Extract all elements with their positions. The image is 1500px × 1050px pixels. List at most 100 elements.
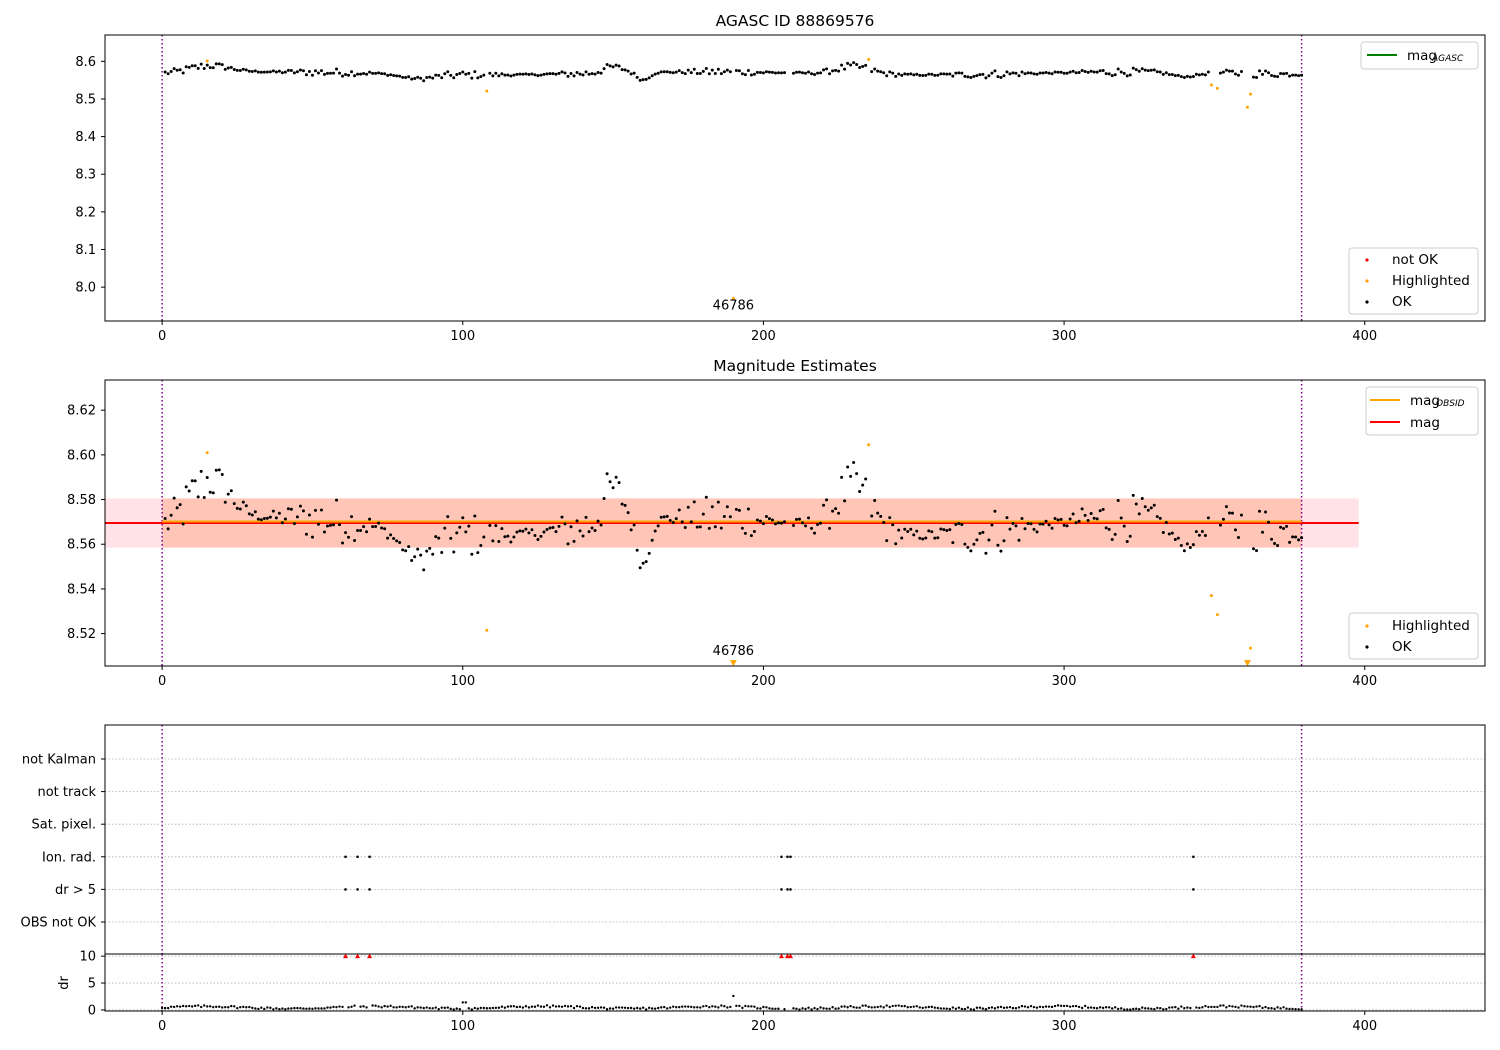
ok-point	[719, 72, 723, 76]
dr-point	[1138, 1007, 1141, 1011]
ok-point	[1297, 538, 1301, 542]
ok-point	[304, 532, 308, 536]
dr-point	[1065, 1004, 1069, 1008]
ok-point	[452, 550, 456, 554]
ok-point	[795, 517, 799, 521]
ok-point	[608, 64, 612, 68]
ok-point	[250, 513, 254, 517]
x-tick-label: 300	[1052, 329, 1077, 344]
ok-point	[972, 542, 976, 546]
ok-point	[428, 75, 432, 79]
ok-point	[557, 71, 561, 75]
ok-point	[554, 530, 558, 534]
dr-point	[374, 1004, 377, 1007]
ok-point	[683, 72, 687, 76]
highlighted-point	[1248, 92, 1252, 96]
dr-point	[1147, 1007, 1150, 1010]
highlighted-point	[867, 443, 871, 447]
ok-point	[1158, 70, 1162, 74]
ok-point	[1191, 74, 1195, 78]
ok-point	[476, 551, 480, 555]
ok-point	[383, 72, 387, 76]
dr-point	[1255, 1005, 1258, 1008]
dr-point	[981, 1007, 985, 1010]
ok-point	[569, 71, 573, 75]
dr-point	[732, 994, 735, 998]
ok-point	[169, 70, 173, 74]
ok-point	[972, 74, 976, 78]
ok-point	[307, 69, 311, 73]
dr-point	[251, 1006, 254, 1010]
ok-point	[184, 65, 188, 69]
flag-point	[368, 888, 371, 891]
ok-point	[1185, 74, 1189, 78]
ok-point	[849, 63, 853, 67]
ok-point	[855, 62, 859, 66]
ok-point	[635, 548, 639, 552]
dr-point	[876, 1005, 879, 1009]
ok-point	[533, 534, 537, 538]
ok-point	[1140, 497, 1144, 501]
ok-point	[1206, 516, 1210, 520]
ok-point	[1098, 69, 1102, 73]
ok-point	[169, 513, 173, 517]
ok-point	[1285, 71, 1289, 75]
ok-point	[990, 71, 994, 75]
offscale-marker	[729, 660, 737, 667]
ok-point	[1128, 534, 1132, 538]
dr-point	[693, 1006, 696, 1009]
dr-point	[320, 1007, 323, 1010]
y-tick-label: 8.5	[75, 92, 96, 107]
dr-point	[452, 1008, 455, 1011]
dr-point	[193, 1004, 197, 1008]
dr-point	[296, 1006, 299, 1010]
dr-point	[470, 1008, 473, 1011]
ok-point	[1218, 71, 1222, 75]
ok-point	[1062, 71, 1066, 75]
ok-point	[894, 542, 898, 546]
ok-point	[163, 516, 167, 520]
flag-point	[356, 855, 359, 859]
ok-point	[380, 72, 384, 76]
ok-point	[518, 529, 522, 533]
dr-point	[1126, 1008, 1129, 1011]
ok-point	[846, 465, 850, 469]
dr-point	[1294, 1007, 1297, 1011]
dr-point	[329, 1006, 332, 1009]
dr-point	[1171, 1006, 1174, 1009]
ok-point	[1080, 507, 1084, 511]
ok-point	[837, 69, 841, 73]
ok-point	[229, 65, 233, 69]
ok-point	[1276, 75, 1280, 79]
dr-point	[575, 1004, 579, 1008]
ok-point	[289, 507, 293, 511]
dr-point	[1120, 1007, 1123, 1010]
dr-point	[1035, 1006, 1039, 1009]
ok-point	[208, 490, 212, 494]
y-tick-label: 8.4	[75, 130, 96, 145]
ok-point	[770, 518, 774, 522]
dr-point	[771, 1007, 774, 1010]
ok-point	[172, 496, 176, 500]
dr-point	[587, 1007, 591, 1010]
ok-point	[307, 513, 311, 517]
x-tick-label: 0	[158, 329, 166, 344]
ok-point	[374, 71, 378, 75]
ok-point	[1017, 538, 1021, 542]
ok-point	[828, 526, 832, 530]
dr-point	[792, 1007, 795, 1010]
dr-point	[849, 1004, 852, 1008]
dr-point	[774, 1007, 777, 1010]
y-tick-label: 8.58	[67, 493, 96, 508]
dr-point	[1041, 1005, 1045, 1009]
ok-point	[512, 73, 516, 77]
ok-point	[389, 533, 393, 537]
ok-point	[725, 68, 729, 72]
dr-point	[900, 1004, 903, 1008]
ok-point	[1191, 543, 1195, 547]
highlighted-point	[1215, 86, 1219, 90]
mag-legend-label: mag	[1410, 415, 1440, 431]
ok-point	[837, 511, 841, 515]
ok-point	[344, 72, 348, 76]
ok-point	[852, 61, 856, 65]
